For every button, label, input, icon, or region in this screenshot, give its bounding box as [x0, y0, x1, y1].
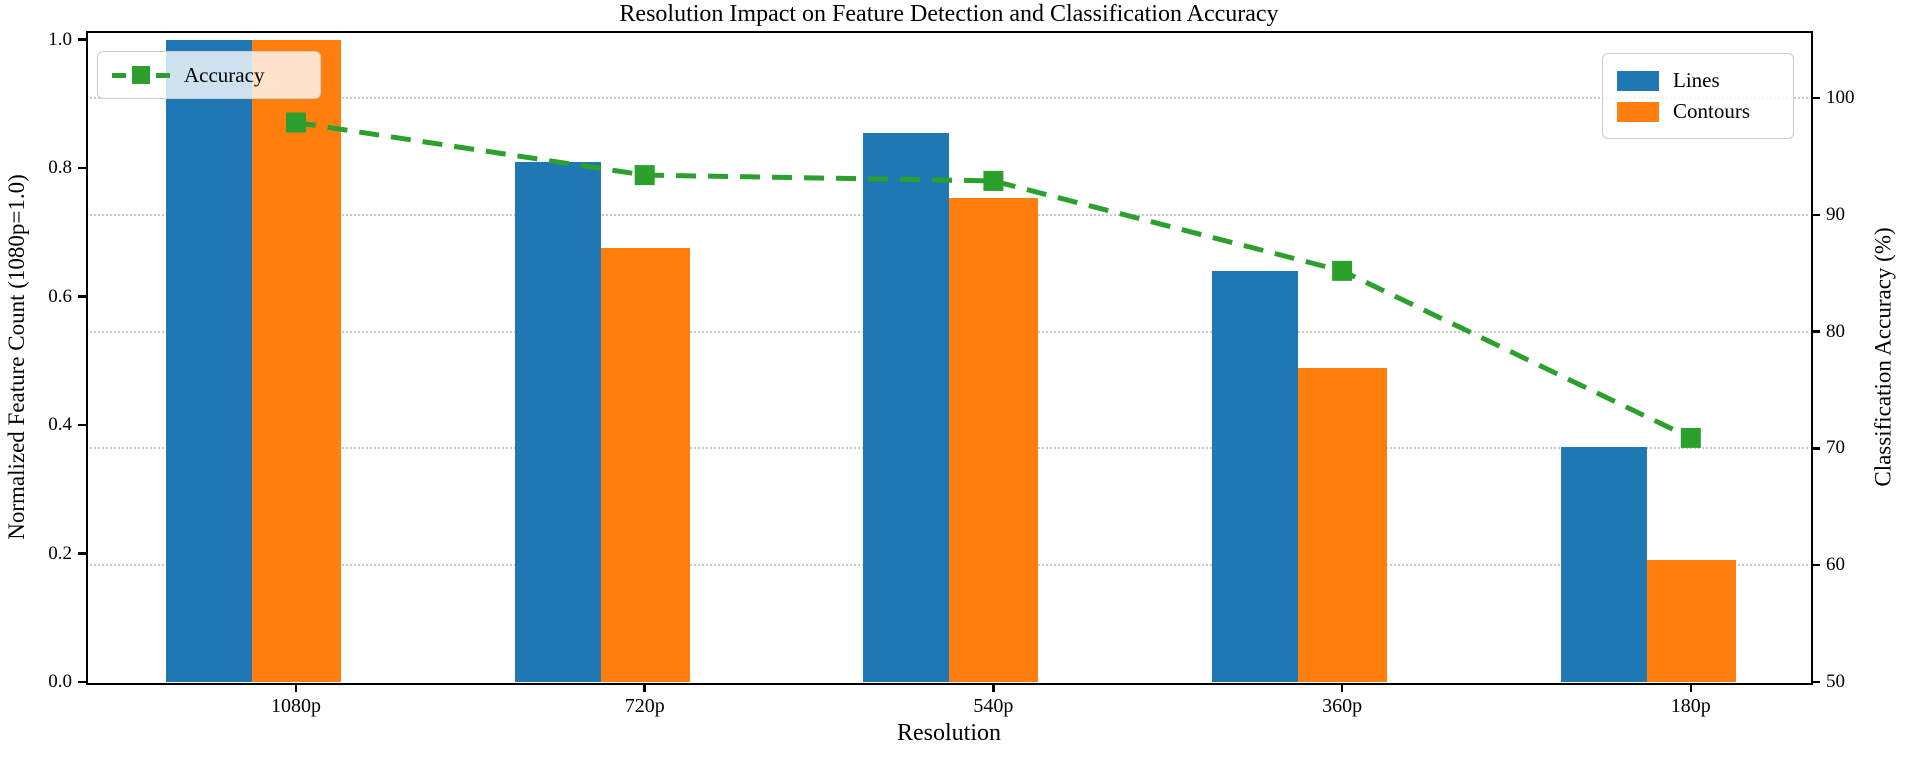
right-tick-label: 100: [1826, 87, 1855, 108]
x-tick-mark-540p: [992, 684, 995, 692]
left-tick-mark: [78, 552, 86, 555]
legend-accuracy-label: Accuracy: [184, 62, 265, 87]
bar-lines-1080p: [166, 39, 252, 682]
legend-item-lines: Lines: [1603, 65, 1793, 96]
right-tick-mark: [1812, 96, 1820, 100]
left-tick-label: 0.0: [48, 671, 72, 692]
x-tick-mark-360p: [1340, 684, 1344, 692]
x-tick-mark-1080p: [294, 684, 298, 692]
x-tick-label-540p: 540p: [973, 695, 1014, 717]
right-tick-label: 80: [1826, 320, 1845, 342]
x-tick-mark-720p: [643, 684, 646, 692]
legend-accuracy: Accuracy: [97, 51, 321, 99]
left-tick-mark: [78, 295, 86, 298]
right-tick-label: 70: [1826, 437, 1845, 459]
plot-spines: [85, 30, 1813, 685]
bar-lines-180p: [1560, 447, 1647, 682]
chart-title: Resolution Impact on Feature Detection a…: [619, 1, 1279, 27]
y-axis-label-right: Classification Accuracy (%): [1870, 227, 1896, 487]
left-tick-label: 0.4: [48, 414, 72, 435]
contours-swatch-icon: [1617, 101, 1659, 122]
legend-item-contours: Contours: [1603, 96, 1793, 127]
legend-contours-label: Contours: [1673, 99, 1751, 123]
legend-item-accuracy: Accuracy: [98, 63, 320, 88]
x-tick-label-720p: 720p: [624, 695, 665, 717]
right-tick-mark: [1812, 213, 1820, 217]
left-tick-mark: [78, 423, 86, 427]
legend-lines-label: Lines: [1673, 68, 1720, 92]
gridline: [90, 97, 1808, 99]
bar-contours-180p: [1646, 559, 1736, 682]
right-tick-mark: [1812, 447, 1820, 450]
left-tick-label: 0.8: [48, 157, 72, 178]
x-tick-label-360p: 360p: [1322, 695, 1363, 717]
right-tick-label: 50: [1826, 671, 1845, 692]
left-tick-label: 0.2: [48, 542, 72, 564]
right-tick-label: 60: [1826, 554, 1845, 576]
left-tick-mark: [78, 166, 86, 170]
lines-swatch-icon: [1617, 70, 1659, 91]
y-axis-label-left: Normalized Feature Count (1080p=1.0): [4, 174, 29, 540]
left-tick-mark: [78, 38, 86, 41]
left-tick-label: 0.6: [48, 285, 72, 307]
x-tick-label-180p: 180p: [1670, 695, 1711, 717]
legend-bars: Lines Contours: [1602, 53, 1794, 139]
left-tick-mark: [78, 680, 86, 684]
right-tick-label: 90: [1826, 203, 1845, 225]
x-tick-mark-180p: [1689, 684, 1693, 692]
right-tick-mark: [1812, 563, 1820, 567]
right-tick-mark: [1812, 680, 1820, 684]
right-tick-mark: [1812, 330, 1820, 333]
x-axis-label: Resolution: [896, 720, 1001, 746]
left-tick-label: 1.0: [48, 28, 72, 50]
x-tick-label-1080p: 1080p: [271, 695, 321, 717]
accuracy-line-sample-icon: [112, 65, 170, 85]
